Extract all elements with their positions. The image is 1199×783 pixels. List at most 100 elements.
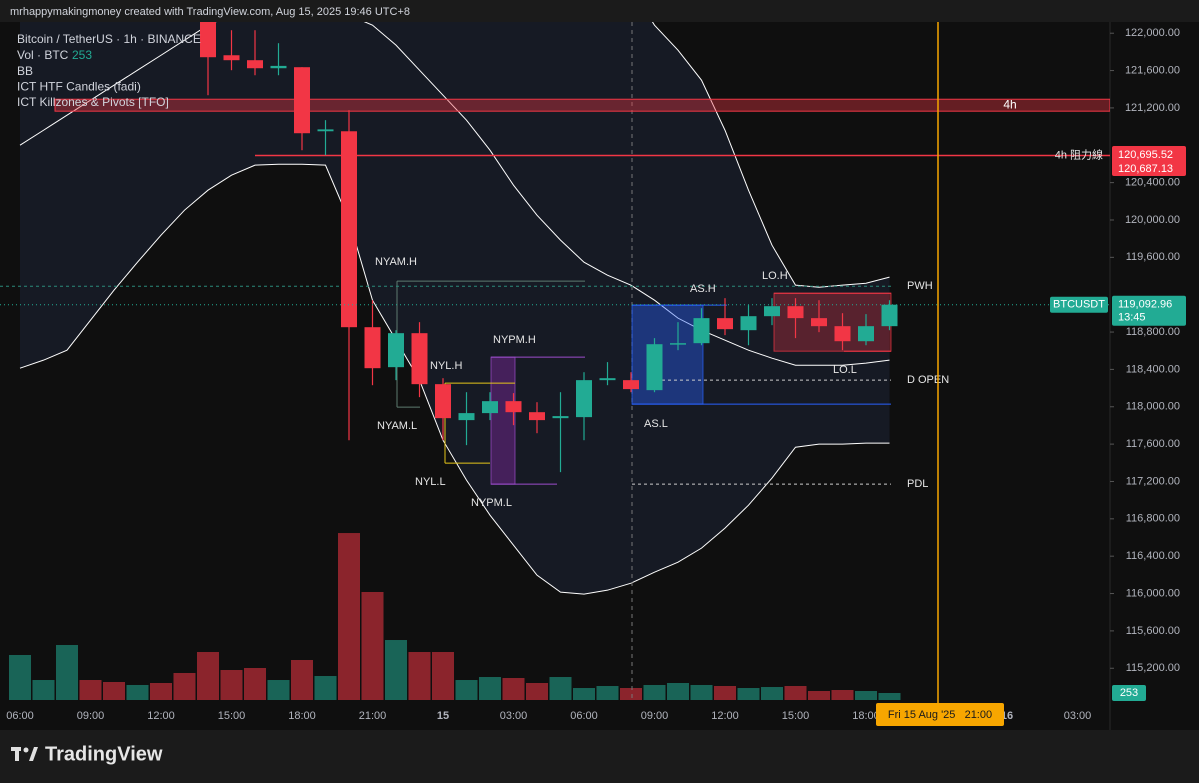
symbol-tag-text: BTCUSDT <box>1053 299 1105 311</box>
candle-body <box>858 326 874 342</box>
x-tick-label: 09:00 <box>77 710 105 722</box>
volume-tag <box>1112 684 1146 701</box>
band-fill <box>20 22 890 595</box>
annotation-label: NYPM.H <box>493 334 536 346</box>
candle-body <box>881 304 898 327</box>
annotation-label: LO.L <box>833 364 857 376</box>
plot-area <box>0 22 1110 700</box>
y-tick-label: 120,400.00 <box>1125 177 1180 189</box>
volume-bar <box>408 652 431 700</box>
candle-body <box>435 384 451 419</box>
x-tick-label: 03:00 <box>500 710 528 722</box>
annotation-label: AS.H <box>690 283 716 295</box>
x-tick-label: 03:00 <box>1064 710 1092 722</box>
candle-body <box>317 129 334 132</box>
annotation-label: NYL.H <box>430 360 462 372</box>
time-axis <box>0 700 1199 730</box>
volume-bar <box>361 592 384 700</box>
y-tick-label: 115,200.00 <box>1126 662 1180 674</box>
y-tick-label: 115,600.00 <box>1126 625 1180 637</box>
annotation-label: NYAM.H <box>375 256 417 268</box>
legend-symbol: Bitcoin / TetherUS · 1h · BINANCE <box>17 32 201 46</box>
volume-bar <box>126 684 149 700</box>
legend-volume-value: 253 <box>72 48 92 62</box>
crosshair-tag <box>876 703 1004 726</box>
volume-bar <box>573 688 595 700</box>
candle-body <box>529 412 545 421</box>
footer-brand: TradingView <box>45 743 163 765</box>
y-tick-label: 116,000.00 <box>1126 587 1180 599</box>
volume-bar <box>714 686 736 700</box>
last-price-tag <box>1112 295 1186 326</box>
candle-body <box>200 22 216 58</box>
volume-bar <box>338 533 360 700</box>
band-line <box>19 163 890 595</box>
candle-body <box>294 67 310 134</box>
band-line <box>651 22 890 288</box>
volume-bar <box>737 688 760 700</box>
annotation-label: D OPEN <box>907 374 949 386</box>
countdown-label: 13:45 <box>1118 312 1146 324</box>
candle-body <box>787 306 804 319</box>
x-tick-label: 06:00 <box>6 710 34 722</box>
x-tick-label: 21:00 <box>359 710 387 722</box>
candle-body <box>811 318 827 327</box>
candle-body <box>411 333 428 385</box>
y-tick-label: 116,400.00 <box>1126 550 1180 562</box>
volume-bar <box>549 677 572 700</box>
last-price-label: 119,092.96 <box>1118 299 1172 311</box>
x-tick-label: 15:00 <box>218 710 246 722</box>
volume-bar <box>432 652 454 700</box>
volume-bar <box>103 682 125 700</box>
candle-body <box>599 378 616 381</box>
volume-bar <box>502 678 525 700</box>
volume-bar <box>667 682 689 700</box>
x-tick-label: 18:00 <box>852 710 880 722</box>
volume-bar <box>173 673 196 700</box>
session-box <box>490 356 516 485</box>
candle-body <box>458 413 475 421</box>
volume-bar <box>9 655 31 700</box>
y-tick-label: 121,200.00 <box>1125 102 1180 114</box>
volume-bar <box>79 680 102 700</box>
y-tick-label: 118,800.00 <box>1126 326 1180 338</box>
candle-body <box>341 131 357 328</box>
volume-bar <box>761 687 783 700</box>
x-tick-label: 15:00 <box>782 710 810 722</box>
header-credit: mrhappymakingmoney created with TradingV… <box>10 6 410 18</box>
volume-bar <box>267 680 290 700</box>
annotation-label: 4h <box>1003 97 1016 111</box>
footer-logo <box>11 747 38 761</box>
candle-body <box>670 343 686 345</box>
x-tick-label: 06:00 <box>570 710 598 722</box>
volume-bar <box>291 660 313 700</box>
crosshair-label: Fri 15 Aug '25 21:00 <box>888 709 992 721</box>
legend-volume: Vol · BTC <box>17 48 69 62</box>
htf-zone <box>54 98 1110 112</box>
annotation-label: PWH <box>907 280 933 292</box>
candle-body <box>364 327 381 369</box>
resistance-tag-label: 120,687.13 <box>1118 163 1173 175</box>
x-tick-label: 15 <box>437 710 449 722</box>
volume-bar <box>690 684 713 700</box>
volume-bar <box>526 682 548 700</box>
annotation-label: AS.L <box>644 418 668 430</box>
y-tick-label: 117,600.00 <box>1126 438 1180 450</box>
volume-tag-label: 253 <box>1120 687 1138 699</box>
volume-bar <box>878 692 901 700</box>
y-tick-label: 116,800.00 <box>1126 513 1180 525</box>
x-tick-label: 18:00 <box>288 710 316 722</box>
volume-bar <box>244 668 266 700</box>
y-tick-label: 121,600.00 <box>1125 64 1180 76</box>
footer-bar <box>0 730 1199 783</box>
volume-bar <box>32 680 55 700</box>
annotation-label: NYAM.L <box>377 420 417 432</box>
y-tick-label: 120,000.00 <box>1125 214 1180 226</box>
volume-bar <box>455 680 478 700</box>
candle-body <box>646 344 663 391</box>
annotation-label: PDL <box>907 478 928 490</box>
y-tick-label: 117,200.00 <box>1126 475 1180 487</box>
volume-bar <box>808 691 830 700</box>
y-tick-label: 118,400.00 <box>1126 363 1180 375</box>
volume-bar <box>150 682 172 700</box>
